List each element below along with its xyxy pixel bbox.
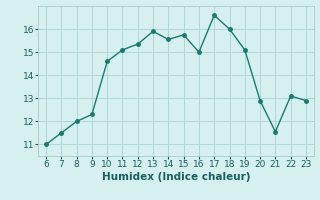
X-axis label: Humidex (Indice chaleur): Humidex (Indice chaleur) xyxy=(102,172,250,182)
